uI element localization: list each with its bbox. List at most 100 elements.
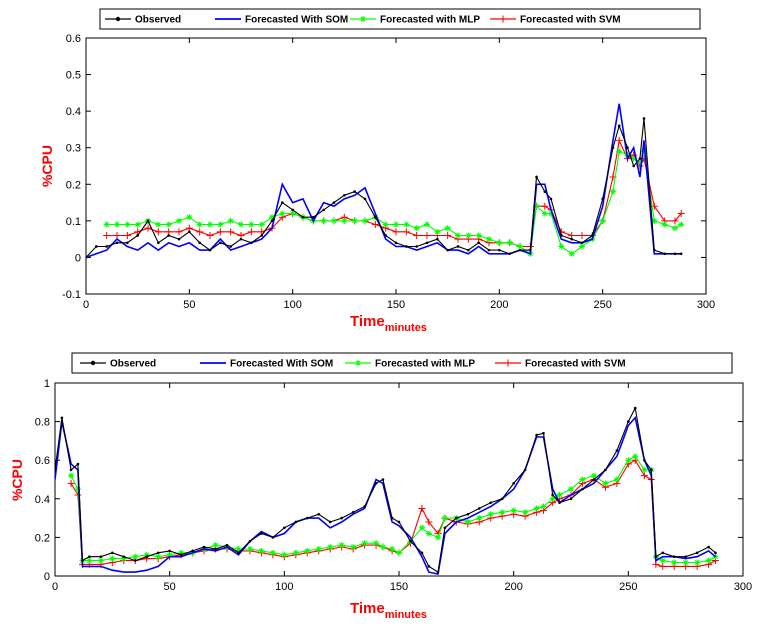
x-tick-label: 100 — [275, 581, 293, 593]
series-line-svm — [70, 459, 716, 567]
data-point-mlp — [269, 214, 275, 221]
data-point-svm — [371, 221, 379, 229]
data-point-observed — [328, 520, 332, 524]
data-point-observed — [397, 520, 401, 524]
data-point-svm — [165, 228, 173, 236]
data-point-observed — [384, 234, 387, 237]
series-observed — [86, 117, 683, 259]
data-point-mlp — [258, 547, 265, 554]
data-point-mlp — [541, 210, 548, 217]
data-point-mlp — [682, 559, 689, 566]
series-som — [86, 103, 682, 259]
data-point-observed — [301, 215, 305, 219]
data-point-svm — [67, 479, 75, 487]
data-point-mlp — [475, 232, 482, 239]
data-point-mlp — [434, 228, 441, 235]
data-point-mlp — [610, 188, 616, 195]
x-axis-label-main: Time — [350, 600, 385, 617]
data-point-observed — [179, 553, 183, 557]
data-point-svm — [652, 560, 660, 568]
data-point-mlp — [217, 221, 224, 228]
data-point-observed — [518, 248, 522, 252]
data-point-observed — [188, 230, 191, 234]
data-point-mlp — [389, 545, 396, 552]
x-axis-label: Timeminutes — [350, 600, 427, 621]
data-point-observed — [122, 555, 126, 558]
data-point-mlp — [238, 221, 244, 228]
data-point-observed — [353, 190, 356, 193]
data-point-mlp — [616, 148, 623, 155]
legend-label: Observed — [110, 359, 156, 370]
legend-item-observed: Observed — [105, 15, 181, 26]
legend-box — [99, 8, 701, 30]
data-point-svm — [418, 504, 426, 512]
data-point-mlp — [393, 221, 399, 228]
legend-item-svm: Forecasted with SVM — [495, 359, 626, 370]
data-point-observed — [663, 252, 666, 256]
data-point-observed — [60, 416, 64, 420]
data-point-mlp — [499, 509, 506, 516]
data-point-observed — [535, 433, 538, 437]
data-point-observed — [99, 555, 103, 558]
data-point-svm — [677, 210, 685, 218]
legend-marker — [499, 15, 507, 23]
data-point-observed — [363, 505, 366, 508]
data-point-mlp — [579, 243, 585, 250]
data-point-observed — [115, 241, 119, 245]
data-point-observed — [466, 512, 470, 516]
data-point-observed — [420, 551, 424, 555]
data-point-mlp — [351, 217, 358, 224]
data-point-observed — [381, 478, 385, 481]
x-tick-label: 250 — [593, 299, 611, 311]
data-point-observed — [569, 497, 573, 501]
y-tick-label: 0.5 — [66, 70, 81, 82]
x-axis-label-sub: minutes — [385, 609, 427, 621]
data-point-observed — [214, 547, 217, 551]
data-point-mlp — [651, 217, 658, 224]
data-point-svm — [175, 228, 183, 236]
data-point-mlp — [292, 549, 299, 556]
data-point-mlp — [269, 549, 276, 556]
data-point-observed — [146, 219, 150, 223]
legend: Observed Forecasted With SOM Forecasted wi… — [99, 8, 701, 30]
data-point-observed — [202, 545, 206, 549]
data-point-svm — [206, 231, 214, 239]
x-tick-label: 300 — [697, 299, 715, 311]
data-point-observed — [415, 245, 418, 248]
data-point-mlp — [143, 551, 150, 558]
legend-marker — [360, 16, 366, 22]
legend-label: Forecasted with MLP — [375, 359, 475, 370]
data-point-observed — [271, 536, 275, 539]
data-point-observed — [390, 516, 394, 520]
series-observed — [55, 406, 717, 574]
legend-box — [71, 352, 733, 374]
data-point-mlp — [413, 225, 420, 232]
data-point-observed — [489, 501, 493, 504]
data-point-svm — [227, 228, 235, 236]
legend-item-mlp: Forecasted with MLP — [350, 15, 480, 26]
series-som — [55, 415, 717, 576]
legend-label: Forecasted With SOM — [245, 15, 348, 26]
data-point-observed — [500, 497, 504, 501]
data-point-observed — [477, 241, 480, 245]
data-point-observed — [219, 241, 222, 245]
x-axis-label: Timeminutes — [350, 313, 427, 334]
data-point-observed — [229, 245, 232, 248]
data-point-mlp — [331, 217, 337, 224]
data-point-observed — [157, 241, 160, 245]
data-point-mlp — [165, 221, 172, 228]
x-tick-label: 250 — [619, 581, 637, 593]
data-point-mlp — [549, 495, 556, 502]
data-point-observed — [198, 241, 201, 245]
legend-label: Forecasted With SOM — [230, 359, 333, 370]
data-point-observed — [633, 406, 637, 410]
data-point-observed — [570, 237, 573, 241]
data-point-mlp — [625, 457, 632, 464]
plot-area — [85, 37, 707, 295]
data-point-svm — [425, 518, 433, 526]
data-point-mlp — [178, 549, 185, 556]
data-point-mlp — [403, 221, 410, 228]
data-point-mlp — [661, 221, 668, 228]
x-tick-label: 150 — [387, 299, 405, 311]
